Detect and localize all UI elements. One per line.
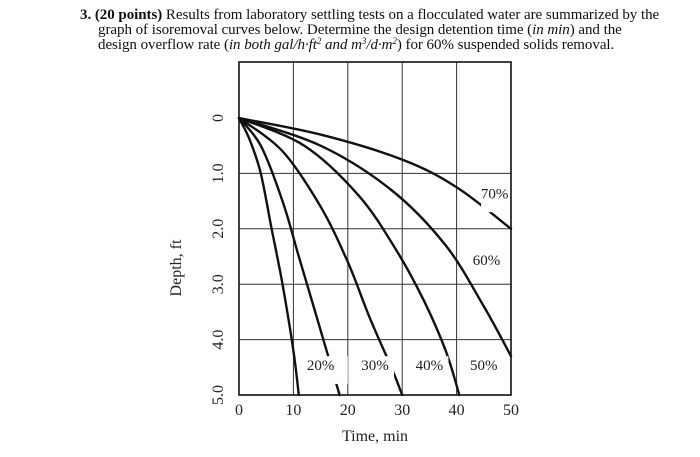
label-box-1 xyxy=(355,356,395,384)
plot-frame xyxy=(238,61,512,396)
problem-text-e: ) for 60% suspended solids removal. xyxy=(396,37,615,53)
y-tick-label-1.0: 1.0 xyxy=(210,163,227,183)
x-tick-label-10: 10 xyxy=(285,402,301,419)
isoremoval-curves xyxy=(237,116,513,397)
y-axis-label: Depth, ft xyxy=(168,239,185,296)
problem-statement: 3. (20 points) Results from laboratory s… xyxy=(80,8,670,53)
x-tick-label-20: 20 xyxy=(340,402,356,419)
problem-number: 3. xyxy=(80,7,92,23)
curve-20pct xyxy=(237,116,300,397)
label-box-5 xyxy=(481,184,509,213)
problem-text-a: Results from laboratory settling tests o… xyxy=(162,7,660,23)
y-tick-label-3.0: 3.0 xyxy=(210,274,227,294)
label-boxes xyxy=(309,184,509,384)
problem-points: (20 points) xyxy=(94,7,163,23)
curve-label-60pct: 60% xyxy=(473,253,501,269)
x-tick-label-30: 30 xyxy=(394,402,410,419)
grid xyxy=(239,62,511,395)
problem-line-1: 3. (20 points) Results from laboratory s… xyxy=(80,8,670,23)
rate-unit: in both gal/h·ft2 and m3/d·m2 xyxy=(228,36,397,53)
curve-50pct xyxy=(237,116,461,397)
y-tick-label-2.0: 2.0 xyxy=(210,219,227,239)
curve-label-50pct: 50% xyxy=(470,358,498,374)
label-box-0 xyxy=(309,356,348,384)
label-box-2 xyxy=(410,356,449,384)
curve-70pct xyxy=(237,116,513,230)
curve-label-40pct: 40% xyxy=(416,358,444,374)
problem-text-c: ) and the xyxy=(569,22,622,38)
curve-label-70pct: 70% xyxy=(481,186,509,202)
axis-ticks: 0 10 20 30 40 50 0 1.0 2.0 3.0 4.0 5.0 xyxy=(210,114,519,419)
problem-line-2: graph of isoremoval curves below. Determ… xyxy=(80,23,670,38)
curve-label-30pct: 30% xyxy=(361,358,389,374)
x-tick-label-0: 0 xyxy=(235,402,243,419)
problem-line-3: design overflow rate (in both gal/h·ft2 … xyxy=(80,36,670,53)
x-axis-label: Time, min xyxy=(342,428,408,445)
curve-40pct xyxy=(237,116,404,397)
problem-text-d: design overflow rate ( xyxy=(98,37,229,53)
curve-labels: 20% 30% 40% 50% 60% 70% xyxy=(307,186,509,374)
y-tick-label-4.0: 4.0 xyxy=(210,330,227,350)
label-box-3 xyxy=(467,356,506,384)
time-unit: in min xyxy=(532,22,570,38)
curve-label-20pct: 20% xyxy=(307,358,335,374)
x-tick-label-50: 50 xyxy=(503,402,519,419)
curve-60pct xyxy=(237,116,513,358)
y-tick-label-0: 0 xyxy=(210,114,227,122)
label-box-4 xyxy=(472,249,507,279)
x-tick-label-40: 40 xyxy=(449,402,465,419)
problem-text-b: graph of isoremoval curves below. Determ… xyxy=(98,22,533,38)
y-tick-label-5.0: 5.0 xyxy=(210,385,227,405)
